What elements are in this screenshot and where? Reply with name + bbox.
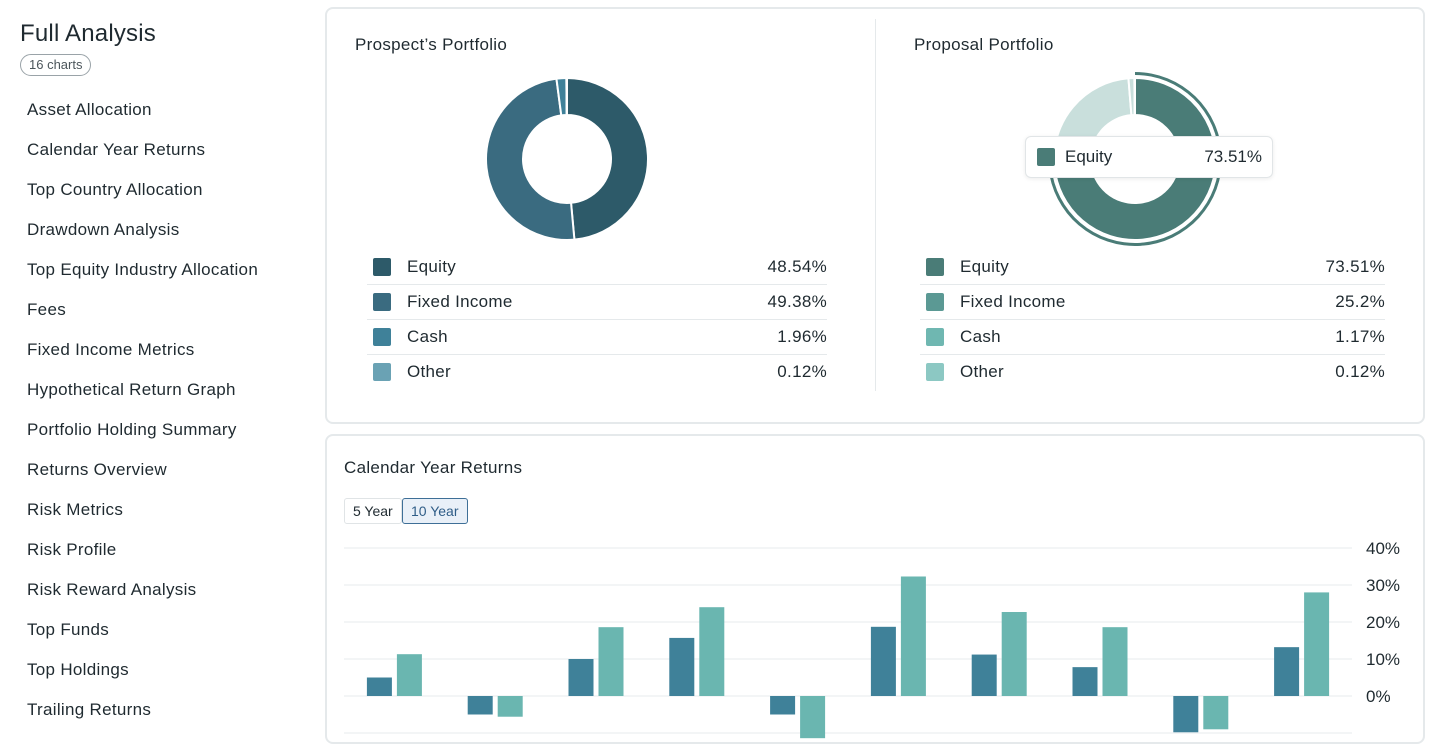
- sidebar-item-hypothetical-return-graph[interactable]: Hypothetical Return Graph: [27, 380, 236, 399]
- y-tick-label: 40%: [1366, 539, 1400, 558]
- bar-series-1[interactable]: [1072, 667, 1098, 696]
- tooltip-value: 73.51%: [1204, 147, 1262, 166]
- bar-series-2[interactable]: [396, 654, 422, 696]
- prospect-donut-chart[interactable]: [475, 67, 659, 251]
- legend-label: Cash: [407, 327, 448, 346]
- legend-swatch: [926, 293, 944, 311]
- proposal-portfolio-title: Proposal Portfolio: [914, 35, 1054, 54]
- calendar-year-returns-card: Calendar Year Returns 5 Year 10 Year 0% 1…: [325, 434, 1425, 744]
- sidebar-item-top-holdings[interactable]: Top Holdings: [27, 660, 129, 679]
- sidebar: Full Analysis 16 charts Asset Allocation…: [0, 0, 315, 750]
- y-tick-label: 0%: [1366, 687, 1391, 706]
- five-year-button[interactable]: 5 Year: [344, 498, 402, 524]
- legend-value: 49.38%: [767, 292, 827, 311]
- legend-swatch: [373, 258, 391, 276]
- donut-slice-equity[interactable]: [566, 76, 649, 241]
- bar-series-1[interactable]: [1173, 696, 1199, 733]
- bar-series-2[interactable]: [1203, 696, 1229, 730]
- legend-label: Other: [407, 362, 452, 381]
- y-tick-label: 30%: [1366, 576, 1400, 595]
- sidebar-title: Full Analysis: [20, 20, 156, 47]
- sidebar-item-risk-metrics[interactable]: Risk Metrics: [27, 500, 124, 519]
- ten-year-button[interactable]: 10 Year: [402, 498, 468, 524]
- legend-row-equity: Equity 48.54%: [367, 250, 827, 285]
- legend-value: 0.12%: [777, 362, 827, 381]
- bar-series-2[interactable]: [1001, 612, 1027, 696]
- legend-value: 1.96%: [777, 327, 827, 346]
- bar-series-1[interactable]: [1274, 647, 1300, 696]
- bar-series-1[interactable]: [870, 626, 896, 696]
- tooltip-swatch: [1037, 148, 1055, 166]
- sidebar-item-portfolio-holding-summary[interactable]: Portfolio Holding Summary: [27, 420, 237, 439]
- bar-series-2[interactable]: [1102, 627, 1128, 696]
- sidebar-item-trailing-returns[interactable]: Trailing Returns: [27, 700, 152, 719]
- bar-series-2[interactable]: [598, 627, 624, 696]
- sidebar-item-fixed-income-metrics[interactable]: Fixed Income Metrics: [27, 340, 195, 359]
- prospect-portfolio-panel: Prospect’s Portfolio Equity 48.54% Fixed…: [327, 9, 875, 422]
- legend-value: 1.17%: [1335, 327, 1385, 346]
- sidebar-item-calendar-year-returns[interactable]: Calendar Year Returns: [27, 140, 206, 159]
- sidebar-item-asset-allocation[interactable]: Asset Allocation: [27, 100, 152, 119]
- legend-swatch: [926, 328, 944, 346]
- donut-slice-other[interactable]: [1133, 76, 1136, 117]
- bar-series-2[interactable]: [1304, 592, 1330, 696]
- panel-divider: [875, 19, 876, 391]
- bar-series-2[interactable]: [800, 696, 826, 739]
- calendar-returns-bar-chart: 0% 10% 20% 30% 40%: [344, 539, 1400, 739]
- legend-swatch: [926, 258, 944, 276]
- legend-label: Other: [960, 362, 1005, 381]
- legend-swatch: [926, 363, 944, 381]
- prospect-portfolio-title: Prospect’s Portfolio: [355, 35, 508, 54]
- legend-row-cash: Cash 1.17%: [920, 320, 1385, 355]
- legend-swatch: [373, 328, 391, 346]
- sidebar-item-drawdown-analysis[interactable]: Drawdown Analysis: [27, 220, 180, 239]
- legend-row-fixed-income: Fixed Income 49.38%: [367, 285, 827, 320]
- legend-row-cash: Cash 1.96%: [367, 320, 827, 355]
- y-tick-label: 10%: [1366, 650, 1400, 669]
- bar-series-1[interactable]: [669, 637, 695, 696]
- bar-series-2[interactable]: [497, 696, 523, 717]
- prospect-legend: Equity 48.54% Fixed Income 49.38% Cash 1…: [367, 250, 827, 390]
- sidebar-item-top-equity-industry-allocation[interactable]: Top Equity Industry Allocation: [27, 260, 259, 279]
- legend-row-fixed-income: Fixed Income 25.2%: [920, 285, 1385, 320]
- legend-swatch: [373, 363, 391, 381]
- legend-label: Cash: [960, 327, 1001, 346]
- legend-value: 0.12%: [1335, 362, 1385, 381]
- sidebar-item-risk-profile[interactable]: Risk Profile: [27, 540, 117, 559]
- proposal-legend: Equity 73.51% Fixed Income 25.2% Cash 1.…: [920, 250, 1385, 390]
- tooltip-label: Equity: [1065, 147, 1113, 166]
- bar-series-1[interactable]: [467, 696, 493, 715]
- legend-swatch: [373, 293, 391, 311]
- legend-value: 73.51%: [1325, 257, 1385, 276]
- legend-row-other: Other 0.12%: [367, 355, 827, 389]
- legend-value: 48.54%: [767, 257, 827, 276]
- legend-row-equity: Equity 73.51%: [920, 250, 1385, 285]
- donut-slice-other[interactable]: [565, 76, 568, 117]
- sidebar-item-top-funds[interactable]: Top Funds: [27, 620, 110, 639]
- bar-series-2[interactable]: [699, 607, 725, 696]
- donut-slice-fixed-income[interactable]: [485, 77, 576, 241]
- legend-row-other: Other 0.12%: [920, 355, 1385, 389]
- bar-series-1[interactable]: [971, 654, 997, 696]
- legend-label: Equity: [407, 257, 457, 276]
- bar-series-1[interactable]: [770, 696, 796, 715]
- bar-series-2[interactable]: [900, 576, 926, 696]
- legend-label: Fixed Income: [407, 292, 513, 311]
- legend-label: Fixed Income: [960, 292, 1066, 311]
- bar-series-1[interactable]: [568, 659, 594, 696]
- asset-allocation-card: Prospect’s Portfolio Equity 48.54% Fixed…: [325, 7, 1425, 424]
- sidebar-item-returns-overview[interactable]: Returns Overview: [27, 460, 167, 479]
- bar-series-1[interactable]: [366, 677, 392, 697]
- legend-value: 25.2%: [1335, 292, 1385, 311]
- legend-label: Equity: [960, 257, 1010, 276]
- calendar-year-returns-title: Calendar Year Returns: [344, 458, 523, 477]
- sidebar-item-top-country-allocation[interactable]: Top Country Allocation: [27, 180, 203, 199]
- sidebar-item-fees[interactable]: Fees: [27, 300, 66, 319]
- proposal-portfolio-panel: Proposal Portfolio Equity 73.51% Fixed I…: [876, 9, 1423, 422]
- sidebar-item-risk-reward-analysis[interactable]: Risk Reward Analysis: [27, 580, 197, 599]
- y-tick-label: 20%: [1366, 613, 1400, 632]
- chart-count-badge: 16 charts: [20, 54, 92, 76]
- donut-tooltip: Equity 73.51%: [1025, 136, 1273, 178]
